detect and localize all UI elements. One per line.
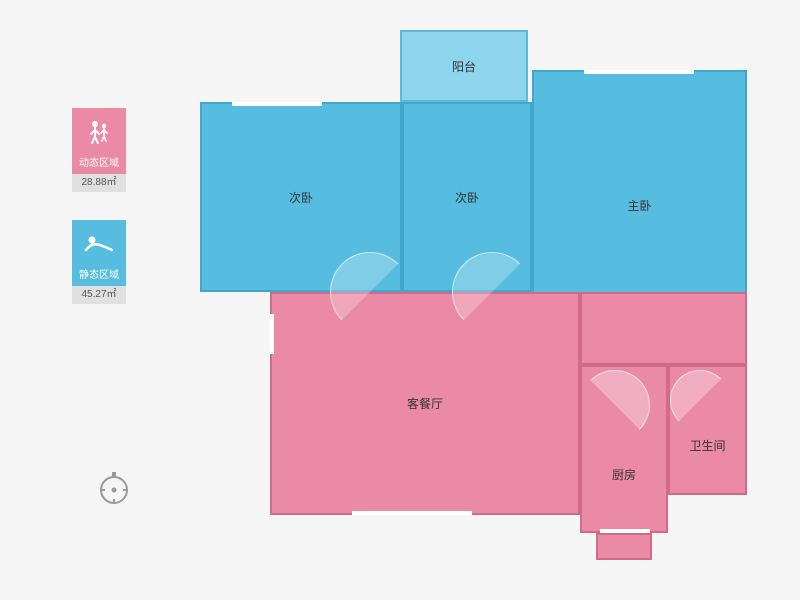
floorplan: 阳台 次卧 次卧 主卧 客餐厅 厨房 卫生间 [200,30,747,560]
legend-dynamic: 动态区域 28.88㎡ [72,108,132,192]
room-label: 主卧 [627,197,651,214]
room-label: 次卧 [289,189,313,206]
legend-dynamic-value: 28.88㎡ [72,174,126,192]
legend-dynamic-label: 动态区域 [72,154,126,174]
room-label: 客餐厅 [407,395,443,412]
room-living-ext [580,292,747,365]
room-living-dining: 客餐厅 [270,292,580,515]
people-icon [72,108,126,154]
room-label: 次卧 [455,189,479,206]
legend-static-value: 45.27㎡ [72,286,126,304]
room-balcony: 阳台 [400,30,528,102]
room-kitchen-extension [596,533,652,560]
room-label: 卫生间 [689,437,725,454]
sleep-icon [72,220,126,266]
room-label: 厨房 [612,466,636,483]
legend-static-label: 静态区域 [72,266,126,286]
compass-icon [96,470,132,506]
room-label: 阳台 [452,58,476,75]
legend-static: 静态区域 45.27㎡ [72,220,132,304]
legend-panel: 动态区域 28.88㎡ 静态区域 45.27㎡ [72,108,132,332]
